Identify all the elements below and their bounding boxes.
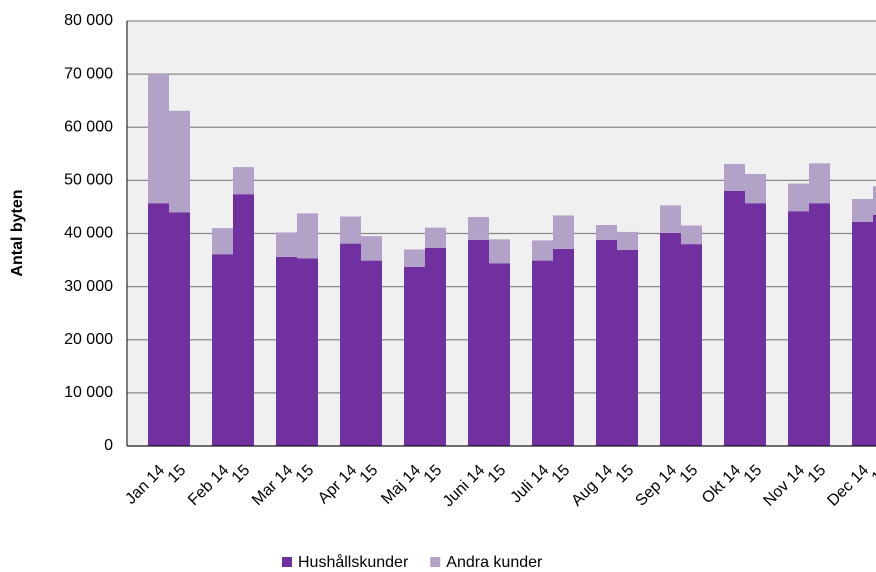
x-tick-label: Feb 14 [185,462,232,509]
bar-segment [788,211,809,446]
bar-segment [489,263,510,446]
x-tick-label: Apr 14 [315,462,360,507]
bar-segment [276,232,297,257]
legend-label: Hushållskunder [298,553,409,571]
x-tick-label: 15 [421,462,446,487]
bar-segment [788,183,809,212]
bar-segment [340,216,361,244]
x-tick-label: 15 [677,462,702,487]
bar-segment [660,205,681,233]
x-tick-label: Aug 14 [568,462,616,510]
legend-swatch [282,557,292,567]
y-tick-label: 0 [104,437,113,454]
bar-segment [404,249,425,267]
bar-segment [532,260,553,446]
bar-segment [873,186,876,215]
bar-segment [724,191,745,446]
x-tick-label: 15 [869,462,876,487]
bar-segment [169,110,190,213]
bar-segment [681,244,702,446]
bar-segment [148,74,169,204]
bar-segment [404,266,425,446]
bar-segment [489,239,510,264]
x-tick-label: Juni 14 [440,462,489,511]
x-tick-label: Nov 14 [760,462,808,510]
bar-segment [212,254,233,446]
bar-segment [233,167,254,195]
x-tick-label: Sep 14 [632,462,680,510]
y-tick-label: 10 000 [64,384,113,401]
x-tick-label: Jan 14 [122,462,168,508]
y-tick-label: 70 000 [64,65,113,82]
bar-segment [809,203,830,446]
bar-segment [809,163,830,204]
x-tick-label: 15 [805,462,830,487]
bar-segment [553,248,574,446]
x-tick-label: 15 [485,462,510,487]
bar-segment [617,231,638,250]
bar-segment [148,203,169,446]
x-tick-label: Dec 14 [824,462,872,510]
bar-segment [852,198,873,222]
bar-segment [724,163,745,191]
bar-segment [297,258,318,446]
y-tick-label: 40 000 [64,225,113,242]
x-tick-label: Maj 14 [378,462,424,508]
bar-segment [233,194,254,446]
bar-segment [596,239,617,446]
bar-segment [468,217,489,240]
x-tick-label: Mar 14 [249,462,296,509]
bar-segment [169,212,190,446]
y-axis-label: Antal byten [9,189,26,276]
x-tick-label: Juli 14 [508,462,553,507]
x-tick-label: 15 [293,462,318,487]
bar-segment [553,215,574,249]
x-tick-label: 15 [613,462,638,487]
x-tick-label: 15 [165,462,190,487]
bar-segment [596,225,617,240]
y-tick-label: 80 000 [64,12,113,29]
x-tick-label: 15 [357,462,382,487]
bar-segment [468,239,489,446]
bar-segment [425,247,446,446]
y-tick-label: 30 000 [64,278,113,295]
x-tick-label: 15 [741,462,766,487]
bar-segment [617,249,638,446]
bar-segment [681,225,702,245]
bar-segment [425,227,446,248]
bar-segment [873,214,876,446]
bar-segment [361,260,382,446]
bar-segment [340,243,361,446]
x-tick-label: 15 [229,462,254,487]
x-tick-label: 15 [549,462,574,487]
bar-segment [212,228,233,255]
bar-segment [745,203,766,446]
bar-segment [745,174,766,204]
bar-segment [660,232,681,446]
y-tick-label: 50 000 [64,172,113,189]
legend-label: Andra kunder [446,554,543,571]
bar-segment [532,240,553,261]
bar-segment [852,221,873,446]
legend-swatch [430,557,441,567]
bar-segment [276,256,297,446]
y-tick-label: 20 000 [64,331,113,348]
x-tick-label: Okt 14 [699,462,744,507]
bar-segment [297,213,318,259]
bar-segment [361,236,382,261]
y-tick-label: 60 000 [64,118,113,135]
